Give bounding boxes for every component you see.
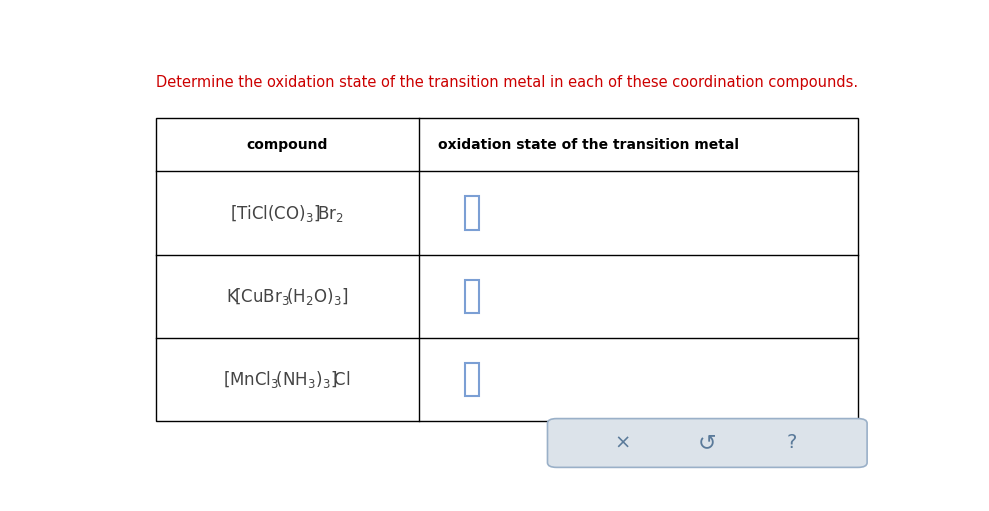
Text: oxidation state of the transition metal: oxidation state of the transition metal [438,138,739,152]
FancyBboxPatch shape [466,196,480,230]
Text: $\mathrm{K}\!\left[\mathrm{CuBr_3\!\left(H_2O\right)_3}\right]$: $\mathrm{K}\!\left[\mathrm{CuBr_3\!\left… [226,286,348,307]
FancyBboxPatch shape [466,280,480,313]
Text: $\left[\mathrm{MnCl_3\!\left(NH_3\right)_3}\right]\!\mathrm{Cl}$: $\left[\mathrm{MnCl_3\!\left(NH_3\right)… [224,369,351,390]
Text: $\left[\mathrm{TiCl(CO)_3}\right]\!\mathrm{Br_2}$: $\left[\mathrm{TiCl(CO)_3}\right]\!\math… [230,202,344,223]
Text: compound: compound [246,138,328,152]
Text: ×: × [615,433,631,452]
Text: Determine the oxidation state of the transition metal in each of these coordinat: Determine the oxidation state of the tra… [156,75,857,90]
Text: ↺: ↺ [698,433,717,453]
FancyBboxPatch shape [466,363,480,397]
FancyBboxPatch shape [548,419,867,468]
Text: ?: ? [786,433,797,452]
